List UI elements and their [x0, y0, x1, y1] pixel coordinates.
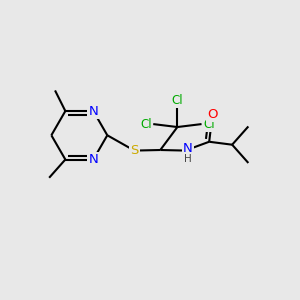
Text: N: N — [183, 142, 193, 155]
Text: N: N — [88, 105, 98, 118]
Text: H: H — [184, 154, 192, 164]
Text: Cl: Cl — [172, 94, 183, 107]
Text: O: O — [207, 108, 217, 121]
Text: Cl: Cl — [140, 118, 152, 130]
Text: N: N — [88, 153, 98, 166]
Text: Cl: Cl — [203, 118, 214, 130]
Text: S: S — [130, 144, 139, 157]
